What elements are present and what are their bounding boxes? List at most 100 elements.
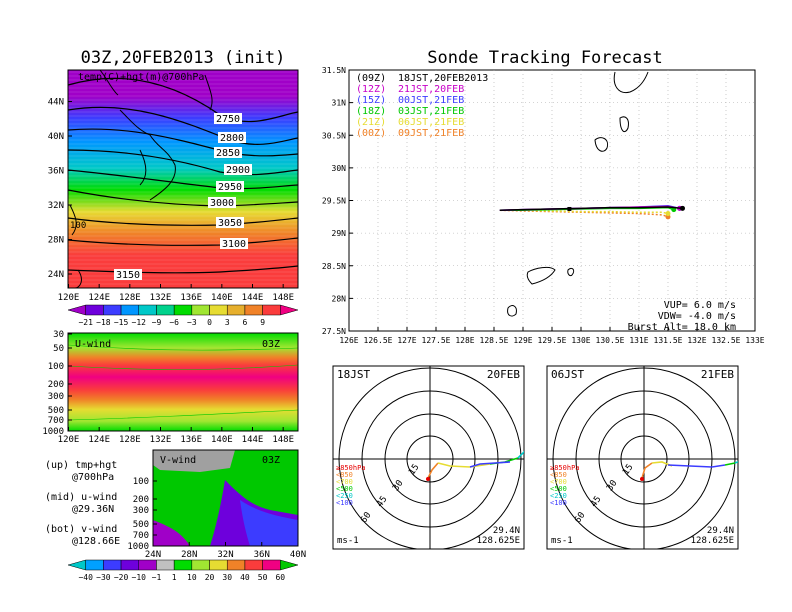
colorbar-swatch [191,304,210,316]
y-tick-label: 44N [48,98,64,108]
v-wind-label: V-wind [160,455,196,466]
side-note-line2: @128.66E [72,536,120,547]
y-tick-label: 30N [332,164,347,173]
x-tick-label: 127E [397,336,416,345]
contour-label: 3150 [116,270,140,281]
y-tick-label: 700 [133,531,149,541]
y-tick-label: 28.5N [322,262,346,271]
track-end-point [665,211,671,217]
y-tick-label: 100 [48,362,64,372]
colorbar-swatch [156,559,175,571]
colorbar-swatch [120,304,140,316]
x-tick-label: 24N [145,550,161,560]
coastline [69,69,213,289]
y-tick-label: 40N [48,132,64,142]
track-annotation: Burst Alt= 18.0 km [628,322,736,333]
colorbar-label: −12 [132,318,147,327]
x-tick-label: 144E [242,293,264,303]
v-wind-colorbar: −40 −30 −20 −10 −1 1 10 20 30 40 50 60 [67,559,299,582]
contour-label: 2750 [216,114,240,125]
y-tick-label: 30.5N [322,131,346,140]
contour-label: 3000 [210,198,234,209]
temp-y-ticks: 24N 28N 32N 36N 40N 44N [48,98,72,280]
side-notes: (up) tmp+hgt@700hPa (mid) u-wind@29.36N (b… [45,460,120,547]
colorbar-label: −3 [187,318,197,327]
colorbar-swatch [103,559,122,571]
y-tick-label: 300 [133,506,149,516]
x-tick-label: 32N [217,550,233,560]
side-note-line1: (bot) v-wind [45,524,117,535]
x-tick-label: 136E [180,293,202,303]
x-tick-label: 128E [455,336,474,345]
u-wind-x-ticks: 120E 124E 128E 132E 136E 140E 144E 148E [58,427,294,445]
legend-series-name: (15Z) [356,95,386,106]
hodo-legend-entry: <850 [550,471,567,479]
u-wind-panel: U-wind 03Z 120E 124E 128E 132E 136E 140E 144E 1… [42,330,299,445]
y-tick-label: 27.5N [322,327,346,336]
y-tick-label: 700 [48,416,64,426]
track-map-panel: (09Z) 18JST,20FEB2013 (12Z) 21JST,20FEB (15Z… [322,66,765,345]
colorbar-label: 10 [187,573,197,582]
side-note-line1: (mid) u-wind [45,492,117,503]
legend-series-label: 21JST,20FEB [398,84,464,95]
temp-colorbar: −21 −18 −15 −12 −9 −6 −3 0 3 6 9 [67,304,299,327]
hodo-lon: 128.625E [477,536,520,546]
x-tick-label: 126.5E [364,336,393,345]
contour-label: 2950 [218,182,242,193]
colorbar-label: −20 [114,573,129,582]
legend-series-name: (18Z) [356,106,386,117]
x-tick-label: 140E [211,293,233,303]
x-tick-label: 131.5E [654,336,683,345]
legend-series-name: (21Z) [356,117,386,128]
x-tick-label: 132E [150,293,172,303]
y-tick-label: 1000 [127,542,149,552]
track-x-ticks: 126E 126.5E 127E 127.5E 128E 128.5E 129E 129.5E… [339,327,765,345]
hodo-date-label: 20FEB [487,368,520,381]
contour-label: 3100 [222,239,246,250]
x-tick-label: 148E [272,293,294,303]
colorbar-swatch [85,304,104,316]
x-tick-label: 128E [119,293,141,303]
u-wind-label: U-wind [75,339,111,350]
colorbar-swatch [226,304,246,316]
hodo-legend-entry: <500 [336,485,353,493]
y-tick-label: 36N [48,167,64,177]
hodo-time-label: 18JST [337,368,370,381]
track-islands [507,71,649,317]
hodo-legend-entry: ≥850hPa [336,464,366,472]
colorbar-swatch [156,304,175,316]
x-tick-label: 128.5E [480,336,509,345]
hodograph-trace [724,462,736,466]
y-tick-label: 200 [48,380,64,390]
colorbar-swatch [280,304,299,316]
track-legend: (09Z) 18JST,20FEB2013 (12Z) 21JST,20FEB (15Z… [356,73,488,139]
v-wind-x-ticks: 24N 28N 32N 36N 40N [145,542,306,560]
temp-extra-label: 100 [70,221,86,231]
side-note-line1: (up) tmp+hgt [45,460,117,471]
hodo-unit: ms-1 [337,536,359,546]
colorbar-swatch [262,559,281,571]
x-tick-label: 136E [180,435,202,445]
hodograph-trace [517,451,524,459]
hodo-lat: 29.4N [493,526,520,536]
colorbar-swatch [85,559,104,571]
x-tick-label: 124E [88,293,110,303]
colorbar-swatch [209,304,228,316]
legend-series-label: 00JST,21FEB [398,95,464,106]
y-tick-label: 50 [53,344,64,354]
colorbar-swatch [67,304,86,316]
y-tick-label: 200 [133,495,149,505]
x-tick-label: 129E [513,336,532,345]
legend-series-label: 18JST,20FEB2013 [398,73,488,84]
contour-label: 3050 [218,218,242,229]
temperature-field [68,70,298,288]
contour-label: 2800 [220,133,244,144]
temp-panel-label: temp(C)+hgt(m)@700hPa [78,72,204,83]
colorbar-label: 20 [205,573,215,582]
colorbar-label: −21 [78,318,93,327]
